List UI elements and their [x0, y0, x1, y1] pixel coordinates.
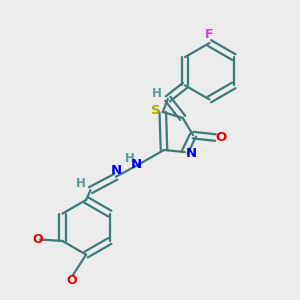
Text: O: O [67, 274, 77, 287]
Text: N: N [111, 164, 122, 177]
Text: O: O [32, 233, 43, 246]
Text: H: H [124, 152, 134, 165]
Text: O: O [215, 131, 226, 144]
Text: S: S [152, 104, 161, 117]
Text: N: N [131, 158, 142, 171]
Text: H: H [76, 177, 86, 190]
Text: F: F [205, 28, 214, 41]
Text: N: N [186, 147, 197, 160]
Text: H: H [152, 87, 161, 100]
